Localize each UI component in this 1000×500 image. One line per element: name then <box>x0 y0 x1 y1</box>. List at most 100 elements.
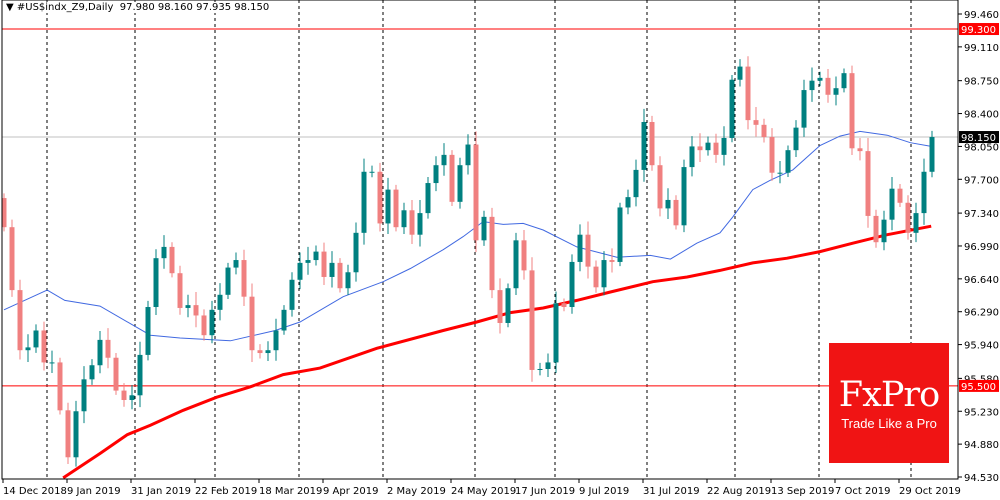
candle <box>169 242 175 278</box>
bear-candle-body <box>113 357 119 391</box>
candle <box>665 188 671 219</box>
bear-candle-body <box>121 390 127 400</box>
x-tick-label: 9 Jan 2019 <box>67 486 121 497</box>
candle <box>241 249 247 306</box>
candle <box>65 402 71 465</box>
candle <box>633 159 639 207</box>
candle <box>617 202 623 267</box>
candle <box>561 298 567 312</box>
candle <box>81 366 87 424</box>
candle <box>257 344 263 359</box>
candle <box>425 176 431 219</box>
bear-candle-body <box>673 199 679 226</box>
candle <box>209 300 215 344</box>
candle <box>537 362 543 376</box>
candle <box>313 245 319 266</box>
y-tick-label: 96.640 <box>964 275 999 286</box>
bear-candle-body <box>169 246 175 274</box>
candle <box>473 131 479 253</box>
candle <box>353 222 359 282</box>
bear-candle-body <box>249 296 255 351</box>
y-tick-label: 94.880 <box>964 440 999 451</box>
candle <box>1 193 7 232</box>
y-tick-label: 96.290 <box>964 308 999 319</box>
x-tick-label: 7 Oct 2019 <box>835 486 890 497</box>
bull-candle-body <box>833 88 839 95</box>
candle <box>145 300 151 361</box>
candle <box>577 224 583 272</box>
x-tick-label: 9 Apr 2019 <box>323 486 378 497</box>
bull-candle-body <box>841 73 847 89</box>
bear-candle-body <box>769 137 775 173</box>
bear-candle-body <box>105 339 111 358</box>
candle <box>361 158 367 245</box>
bull-candle-body <box>705 142 711 151</box>
bull-candle-body <box>225 267 231 295</box>
candle <box>465 134 471 175</box>
candle <box>201 309 207 341</box>
candle <box>681 159 687 233</box>
x-tick-label: 14 Dec 2018 <box>3 486 67 497</box>
candle <box>697 133 703 163</box>
candle <box>417 199 423 247</box>
x-tick-label: 29 Oct 2019 <box>899 486 961 497</box>
y-tick-label: 98.750 <box>964 77 999 88</box>
candle <box>753 106 759 137</box>
candle <box>17 279 23 360</box>
candle <box>25 334 31 363</box>
candle <box>721 126 727 166</box>
bull-candle-body <box>305 260 311 263</box>
bear-candle-body <box>489 216 495 291</box>
bull-candle-body <box>233 260 239 268</box>
candle <box>433 156 439 192</box>
y-tick-label: 95.580 <box>964 374 999 385</box>
candle <box>673 195 679 230</box>
bear-candle-body <box>697 146 703 151</box>
bear-candle-body <box>177 273 183 308</box>
candle <box>233 252 239 275</box>
candle <box>449 150 455 207</box>
candle <box>321 242 327 285</box>
candle <box>849 65 855 156</box>
candle <box>249 283 255 363</box>
candle <box>713 133 719 163</box>
candle <box>409 199 415 244</box>
bull-candle-body <box>681 167 687 226</box>
bull-candle-body <box>313 251 319 261</box>
bear-candle-body <box>57 362 63 411</box>
bear-candle-body <box>713 142 719 155</box>
bull-candle-body <box>97 339 103 366</box>
candle <box>609 248 615 273</box>
candle <box>833 76 839 106</box>
candle <box>185 294 191 318</box>
candle <box>305 246 311 275</box>
bull-candle-body <box>401 210 407 228</box>
bull-candle-body <box>817 77 823 81</box>
bear-candle-body <box>865 151 871 216</box>
x-tick-label: 18 Mar 2019 <box>259 486 322 497</box>
bull-candle-body <box>601 260 607 288</box>
bull-candle-body <box>665 199 671 209</box>
bull-candle-body <box>49 362 55 364</box>
bull-candle-body <box>777 172 783 174</box>
candle <box>369 165 375 178</box>
candle <box>57 357 63 415</box>
high-value: 98.160 <box>157 2 193 13</box>
candle <box>809 67 815 102</box>
bull-candle-body <box>73 411 79 458</box>
y-tick-label: 95.230 <box>964 407 999 418</box>
candle <box>593 260 599 293</box>
bull-candle-body <box>641 122 647 170</box>
bull-candle-body <box>545 362 551 369</box>
x-tick-label: 9 Jul 2019 <box>579 486 629 497</box>
y-tick-label: 99.460 <box>964 10 999 21</box>
bear-candle-body <box>897 188 903 203</box>
bear-candle-body <box>497 290 503 323</box>
bull-candle-body <box>273 330 279 351</box>
candle <box>817 71 823 87</box>
candle <box>497 278 503 334</box>
bull-candle-body <box>161 246 167 259</box>
candle <box>545 353 551 378</box>
bear-candle-body <box>657 165 663 209</box>
